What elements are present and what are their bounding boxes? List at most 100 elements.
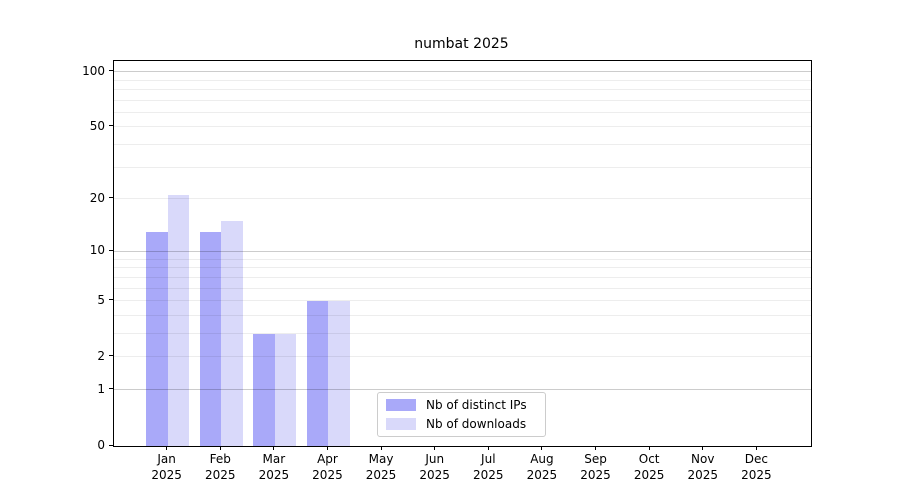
x-tick-year: 2025	[633, 468, 665, 482]
gridline-minor	[114, 267, 811, 269]
x-tick-mark	[166, 446, 168, 450]
x-tick-label: Jul 2025	[461, 451, 515, 483]
legend-row-downloads: Nb of downloads	[386, 417, 537, 431]
x-tick-mark	[487, 446, 489, 450]
x-tick-year: 2025	[365, 468, 397, 482]
gridline-minor	[114, 314, 811, 316]
bar-nb-of-downloads-apr	[328, 300, 350, 446]
x-tick-mark	[648, 446, 650, 450]
gridline-minor	[114, 144, 811, 146]
x-tick-label: Mar 2025	[247, 451, 301, 483]
x-tick-mark	[380, 446, 382, 450]
x-tick-month: Aug	[530, 452, 554, 466]
x-tick-mark	[755, 446, 757, 450]
y-tick-mark	[109, 125, 113, 127]
x-tick-month: Sep	[584, 452, 607, 466]
x-tick-year: 2025	[151, 468, 182, 482]
x-tick-year: 2025	[526, 468, 558, 482]
x-tick-label: Nov 2025	[676, 451, 730, 483]
x-tick-label: May 2025	[354, 451, 408, 483]
bar-nb-of-distinct-ips-jan	[146, 231, 168, 446]
x-tick-year: 2025	[258, 468, 290, 482]
x-tick-mark	[434, 446, 436, 450]
gridline-minor	[114, 166, 811, 168]
x-tick-mark	[273, 446, 275, 450]
gridline-minor	[114, 356, 811, 358]
gridline-minor	[114, 276, 811, 278]
gridline-minor	[114, 258, 811, 260]
y-tick-label: 5	[97, 292, 105, 307]
legend-swatch-distinct-ips	[386, 399, 416, 411]
y-tick-label: 2	[97, 348, 105, 363]
bar-nb-of-distinct-ips-feb	[199, 231, 222, 446]
gridline-minor	[114, 99, 811, 101]
y-tick-label: 20	[89, 190, 105, 205]
x-tick-month: Mar	[262, 452, 286, 466]
y-tick-mark	[109, 249, 113, 251]
gridline-minor	[114, 287, 811, 289]
x-tick-year: 2025	[741, 468, 772, 482]
x-tick-label: Apr 2025	[300, 451, 354, 483]
x-tick-month: Jun	[425, 452, 445, 466]
gridline-minor	[114, 88, 811, 90]
gridline-major	[114, 250, 811, 252]
y-tick-label: 50	[89, 118, 105, 133]
y-tick-mark	[109, 444, 113, 446]
legend-label-distinct-ips: Nb of distinct IPs	[426, 398, 527, 412]
gridline-major	[114, 389, 811, 391]
x-tick-month: Feb	[209, 452, 231, 466]
y-tick-mark	[109, 388, 113, 390]
gridline-minor	[114, 198, 811, 200]
x-tick-year: 2025	[687, 468, 719, 482]
x-tick-month: Jan	[157, 452, 176, 466]
x-tick-mark	[219, 446, 221, 450]
x-tick-year: 2025	[312, 468, 343, 482]
y-tick-label: 10	[89, 243, 105, 258]
y-tick-mark	[109, 197, 113, 199]
bar-nb-of-downloads-feb	[221, 221, 243, 446]
bar-nb-of-downloads-jan	[167, 195, 190, 446]
gridline-minor	[114, 300, 811, 302]
legend-row-distinct-ips: Nb of distinct IPs	[386, 398, 537, 412]
legend-swatch-downloads	[386, 418, 416, 430]
x-tick-mark	[326, 446, 328, 450]
y-tick-label: 100	[82, 63, 105, 78]
x-tick-year: 2025	[419, 468, 450, 482]
x-tick-year: 2025	[473, 468, 504, 482]
chart-title: numbat 2025	[414, 36, 509, 52]
gridline-minor	[114, 126, 811, 128]
gridline-minor	[114, 111, 811, 113]
gridline-minor	[114, 79, 811, 81]
x-tick-month: May	[368, 452, 394, 466]
y-tick-label: 1	[97, 381, 105, 396]
x-tick-year: 2025	[580, 468, 611, 482]
y-tick-mark	[109, 299, 113, 301]
x-tick-label: Aug 2025	[515, 451, 569, 483]
x-tick-label: Dec 2025	[729, 451, 783, 483]
x-tick-month: Apr	[317, 452, 338, 466]
x-tick-label: Jun 2025	[408, 451, 462, 483]
legend: Nb of distinct IPs Nb of downloads	[377, 392, 546, 437]
x-tick-label: Feb 2025	[193, 451, 247, 483]
x-tick-mark	[541, 446, 543, 450]
y-tick-mark	[109, 70, 113, 72]
x-tick-month: Nov	[691, 452, 715, 466]
x-tick-label: Jan 2025	[140, 451, 194, 483]
x-tick-month: Jul	[481, 452, 496, 466]
bar-nb-of-distinct-ips-mar	[253, 333, 275, 446]
bar-nb-of-distinct-ips-apr	[307, 300, 329, 446]
x-tick-month: Dec	[744, 452, 768, 466]
y-tick-label: 0	[97, 438, 105, 452]
x-tick-mark	[702, 446, 704, 450]
plot-area	[113, 60, 812, 447]
x-tick-label: Oct 2025	[622, 451, 676, 483]
bar-nb-of-downloads-mar	[274, 333, 297, 446]
x-tick-label: Sep 2025	[569, 451, 623, 483]
legend-label-downloads: Nb of downloads	[426, 417, 527, 431]
gridline-minor	[114, 333, 811, 335]
gridline-major	[114, 71, 811, 73]
y-tick-mark	[109, 355, 113, 357]
x-tick-month: Oct	[638, 452, 660, 466]
x-tick-year: 2025	[204, 468, 236, 482]
